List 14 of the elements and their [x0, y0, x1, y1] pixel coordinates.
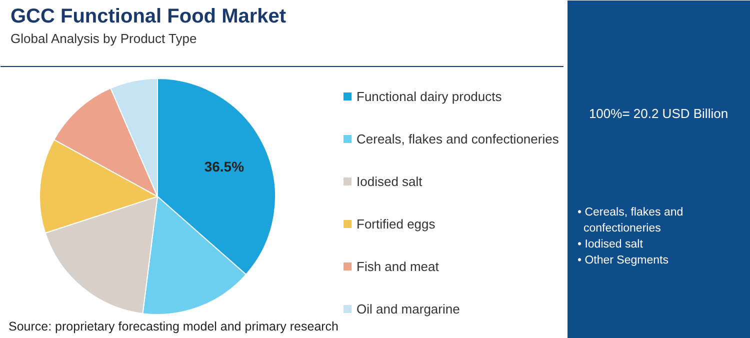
- text: • Iodised salt: [578, 238, 644, 250]
- legend-label: Fish and meat: [356, 259, 440, 274]
- legend-label: Oil and margarine: [356, 302, 460, 316]
- chart-subtitle: Global Analysis by Product Type: [10, 31, 197, 46]
- legend-label: Iodised salt: [356, 174, 423, 189]
- legend-label: Fortified eggs: [356, 216, 436, 232]
- text: • Other Segments: [578, 254, 669, 266]
- data-label: 36.5%: [204, 158, 245, 174]
- legend-label: Functional dairy products: [356, 89, 502, 104]
- source-note: Source: proprietary forecasting model and primary research: [8, 320, 339, 334]
- text: • Cereals, flakes and confectioneries: [578, 206, 684, 234]
- chart-title: GCC Functional Food Market: [10, 6, 286, 28]
- text: 100%= 20.2 USD Billion: [588, 106, 728, 121]
- legend-label: Cereals, flakes and confectioneries: [356, 132, 560, 146]
